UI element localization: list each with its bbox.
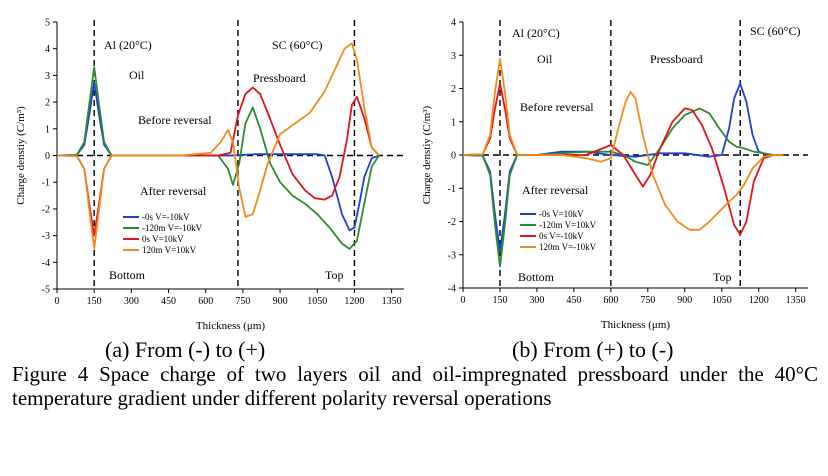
legend-label: 0s V=-10kV — [539, 231, 584, 241]
y-tick-label: 0 — [451, 151, 456, 162]
subfigure-b-label: (b) From (+) to (-) — [512, 337, 674, 362]
x-tick-label: 1050 — [307, 296, 327, 307]
legend-label: 0s V=10kV — [142, 234, 184, 244]
x-tick-label: 0 — [55, 296, 60, 307]
annotation-label: Bottom — [109, 268, 146, 282]
series-line-1 — [462, 107, 784, 268]
y-axis-label: Charge denstiy (C/m³) — [15, 106, 27, 205]
y-tick-label: 1 — [451, 117, 456, 128]
annotation-label: SC (60°C) — [272, 38, 322, 52]
chart-a: 0 150 300 450 600 750 900 1050 1200 1350-5-4-3-2-… — [15, 18, 404, 332]
x-tick-label: 450 — [566, 295, 581, 306]
annotation-label: Oil — [537, 52, 553, 66]
y-tick-label: 4 — [451, 18, 456, 29]
annotation-label: Oil — [129, 68, 145, 82]
series-line-3 — [462, 57, 784, 231]
legend-label: -120m V=10kV — [539, 220, 597, 230]
y-tick-label: 2 — [45, 98, 50, 109]
annotation-label: Top — [325, 268, 344, 282]
y-tick-label: 3 — [45, 71, 50, 82]
x-tick-label: 900 — [677, 295, 692, 306]
x-tick-label: 150 — [87, 296, 102, 307]
x-tick-label: 1200 — [749, 295, 769, 306]
y-tick-label: -4 — [448, 284, 456, 295]
y-tick-label: -5 — [42, 285, 50, 296]
annotation-label: Bottom — [518, 270, 555, 284]
x-tick-label: 0 — [461, 295, 466, 306]
y-axis-label: Charge denstiy (C/m³) — [421, 105, 433, 204]
y-tick-label: 3 — [451, 51, 456, 62]
x-axis-label: Thickness (μm) — [196, 320, 265, 332]
x-tick-label: 1350 — [382, 296, 402, 307]
y-tick-label: 2 — [451, 84, 456, 95]
y-tick-label: -4 — [42, 258, 50, 269]
legend-label: -120m V=-10kV — [142, 223, 203, 233]
legend-label: -0s V=10kV — [539, 209, 584, 219]
y-tick-label: -1 — [42, 178, 50, 189]
x-tick-label: 1200 — [344, 296, 364, 307]
annotation-label: After reversal — [522, 183, 589, 197]
legend-label: 120m V=-10kV — [539, 242, 597, 252]
series-line-1 — [56, 66, 380, 250]
subfigure-a-label: (a) From (-) to (+) — [105, 337, 266, 362]
chart-b: 0 150 300 450 600 750 900 1050 1200 1350 -4 -3 -2 -1 0… — [421, 18, 808, 331]
x-tick-label: 1050 — [712, 295, 732, 306]
y-tick-label: -2 — [448, 217, 456, 228]
annotation-label: Before reversal — [138, 113, 212, 127]
x-tick-label: 1350 — [786, 295, 806, 306]
legend-label: -0s V=-10kV — [142, 212, 190, 222]
x-tick-label: 600 — [603, 295, 618, 306]
annotation-label: Top — [713, 270, 732, 284]
x-tick-label: 750 — [640, 295, 655, 306]
annotation-label: Al (20°C) — [104, 38, 152, 52]
x-tick-label: 150 — [492, 295, 507, 306]
figure-caption: Figure 4 Space charge of two layers oil … — [12, 362, 818, 410]
x-tick-label: 600 — [198, 296, 213, 307]
x-axis-label: Thickness (μm) — [601, 319, 670, 331]
y-tick-label: -3 — [448, 250, 456, 261]
x-tick-label: 300 — [529, 295, 544, 306]
series-line-2 — [56, 86, 380, 237]
annotation-label: Pressboard — [253, 71, 306, 85]
x-tick-label: 900 — [273, 296, 288, 307]
x-tick-label: 450 — [161, 296, 176, 307]
series-line-2 — [462, 82, 784, 236]
y-tick-label: 0 — [45, 151, 50, 162]
series-line-3 — [56, 42, 380, 250]
annotation-label: Before reversal — [520, 100, 594, 114]
x-tick-label: 300 — [124, 296, 139, 307]
annotation-label: Pressboard — [650, 52, 703, 66]
x-tick-label: 750 — [235, 296, 250, 307]
legend-label: 120m V=10kV — [142, 245, 197, 255]
annotation-label: Al (20°C) — [512, 26, 560, 40]
y-tick-label: -2 — [42, 204, 50, 215]
annotation-label: SC (60°C) — [750, 24, 800, 38]
series-line-0 — [462, 82, 784, 253]
annotation-label: After reversal — [140, 184, 207, 198]
y-tick-label: 4 — [45, 44, 50, 55]
y-tick-label: 5 — [45, 18, 50, 29]
y-tick-label: 1 — [45, 124, 50, 135]
y-tick-label: -1 — [448, 184, 456, 195]
y-tick-label: -3 — [42, 231, 50, 242]
